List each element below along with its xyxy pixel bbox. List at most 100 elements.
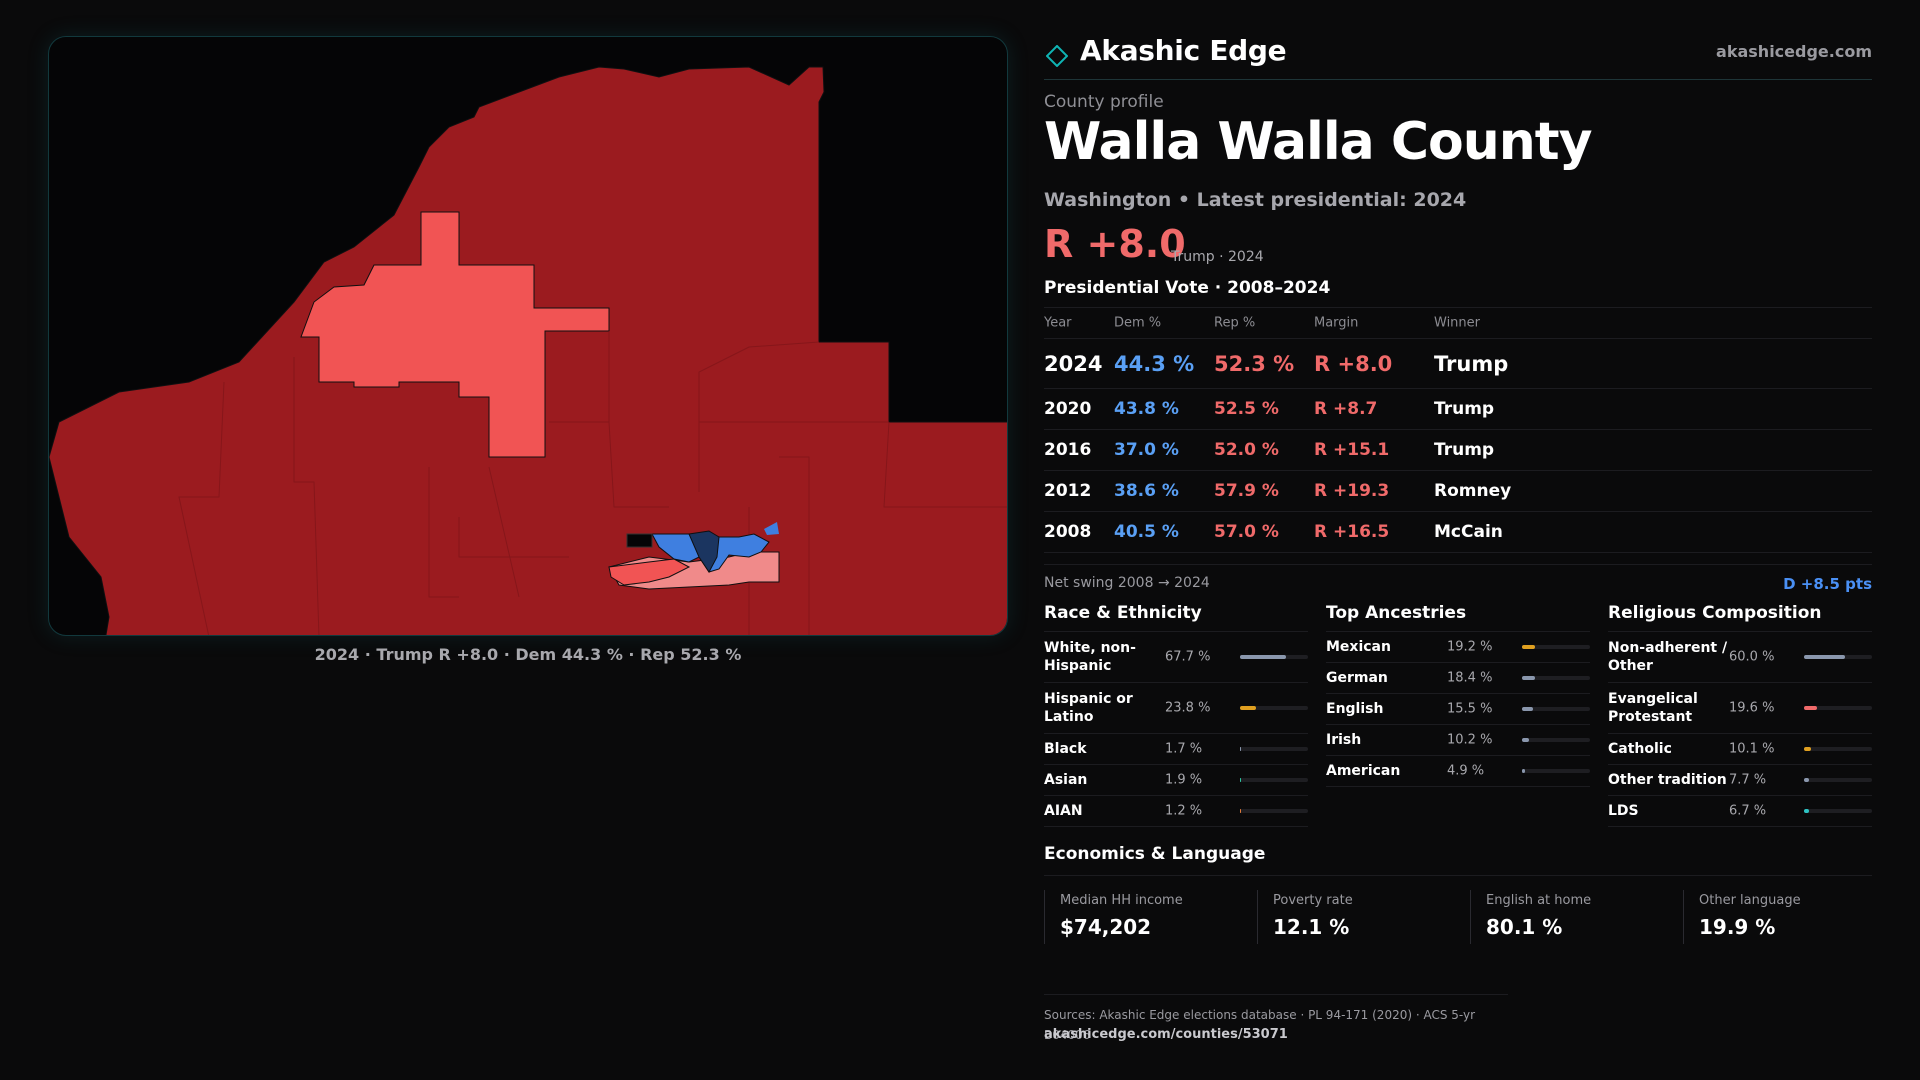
econ-stat-card: Poverty rate 12.1 %: [1257, 890, 1470, 944]
cell-rep: 57.9 %: [1214, 481, 1279, 501]
stat-row: English 15.5 %: [1326, 694, 1590, 725]
ancestry-section-title: Top Ancestries: [1326, 602, 1590, 632]
stat-bar-track: [1804, 655, 1872, 659]
stat-bar: [1240, 778, 1242, 782]
page-title: Walla Walla County: [1044, 112, 1593, 172]
stat-label: German: [1326, 670, 1388, 686]
stat-label: Mexican: [1326, 639, 1391, 655]
stat-label: Other tradition: [1608, 772, 1727, 788]
stat-row: Catholic 10.1 %: [1608, 734, 1872, 765]
precinct-dark-dem[interactable]: [688, 530, 720, 573]
stat-value: 19.2 %: [1447, 639, 1493, 655]
cell-dem: 38.6 %: [1114, 481, 1179, 501]
stat-value: 4.9 %: [1447, 763, 1485, 779]
stat-label: American: [1326, 763, 1401, 779]
stat-label: LDS: [1608, 803, 1639, 819]
cell-margin: R +19.3: [1314, 481, 1390, 501]
map-caption: 2024 · Trump R +8.0 · Dem 44.3 % · Rep 5…: [314, 645, 742, 664]
precinct-lean-rep[interactable]: [300, 211, 610, 458]
stat-value: 23.8 %: [1165, 700, 1211, 716]
cell-dem: 44.3 %: [1114, 351, 1195, 376]
stat-bar: [1240, 747, 1242, 751]
stat-value: 1.7 %: [1165, 741, 1203, 757]
precinct-lean-rep-small[interactable]: [608, 558, 691, 586]
econ-value: 12.1 %: [1273, 915, 1350, 939]
stat-bar: [1240, 706, 1257, 710]
county-profile-panel: Akashic Edge akashicedge.com County prof…: [1044, 0, 1872, 1080]
cell-year: 2012: [1044, 481, 1092, 501]
page-subtitle: Washington • Latest presidential: 2024: [1044, 189, 1467, 211]
stat-bar: [1522, 769, 1526, 773]
stat-value: 6.7 %: [1729, 803, 1767, 819]
cell-rep: 52.5 %: [1214, 399, 1279, 419]
stat-label: Non-adherent / Other: [1608, 640, 1728, 674]
stat-bar-track: [1522, 769, 1590, 773]
stat-label: Irish: [1326, 732, 1362, 748]
table-row: 2008 40.5 % 57.0 % R +16.5 McCain: [1044, 512, 1872, 553]
econ-stat-card: Median HH income $74,202: [1044, 890, 1257, 944]
county-map-panel[interactable]: [48, 36, 1008, 636]
cell-year: 2020: [1044, 399, 1092, 419]
cell-dem: 37.0 %: [1114, 440, 1179, 460]
table-row: 2020 43.8 % 52.5 % R +8.7 Trump: [1044, 389, 1872, 430]
stat-row: Black 1.7 %: [1044, 734, 1308, 765]
diamond-logo-icon: [1046, 45, 1068, 67]
brand-url-link[interactable]: akashicedge.com: [1716, 42, 1872, 61]
stat-bar-track: [1804, 706, 1872, 710]
stat-bar-track: [1240, 809, 1308, 813]
header-margin: Margin: [1314, 315, 1359, 331]
stat-bar: [1804, 778, 1810, 782]
brand-header: Akashic Edge akashicedge.com: [1044, 30, 1872, 80]
econ-value: $74,202: [1060, 915, 1152, 939]
table-row: 2012 38.6 % 57.9 % R +19.3 Romney: [1044, 471, 1872, 512]
cell-rep: 57.0 %: [1214, 522, 1279, 542]
stat-value: 10.2 %: [1447, 732, 1493, 748]
cell-winner: Romney: [1434, 481, 1512, 501]
stat-label: Catholic: [1608, 741, 1672, 757]
stat-bar: [1240, 809, 1242, 813]
stat-row: Other tradition 7.7 %: [1608, 765, 1872, 796]
stat-bar: [1522, 707, 1533, 711]
stat-label: Evangelical Protestant: [1608, 691, 1698, 725]
header-year: Year: [1044, 315, 1072, 331]
precinct-dem-outlier[interactable]: [764, 522, 779, 535]
econ-label: Other language: [1699, 893, 1801, 908]
county-url-link[interactable]: akashicedge.com/counties/53071: [1044, 1027, 1288, 1042]
header-winner: Winner: [1434, 315, 1481, 331]
econ-section-title: Economics & Language: [1044, 844, 1872, 876]
net-swing-value: D +8.5 pts: [1783, 575, 1872, 593]
ancestries-section: Top Ancestries Mexican 19.2 % German 18.…: [1326, 602, 1590, 787]
net-swing-row: Net swing 2008 → 2024 D +8.5 pts: [1044, 564, 1872, 600]
stat-bar: [1804, 809, 1809, 813]
header-rep: Rep %: [1214, 315, 1256, 331]
stat-row: American 4.9 %: [1326, 756, 1590, 787]
religion-section-title: Religious Composition: [1608, 602, 1872, 632]
stat-label: AIAN: [1044, 803, 1083, 819]
stat-bar: [1804, 706, 1818, 710]
econ-stat-card: English at home 80.1 %: [1470, 890, 1683, 944]
brand-name: Akashic Edge: [1080, 34, 1287, 67]
stat-bar: [1240, 655, 1287, 659]
stat-bar: [1804, 655, 1845, 659]
cell-dem: 40.5 %: [1114, 522, 1179, 542]
stat-row: Mexican 19.2 %: [1326, 632, 1590, 663]
stat-bar-track: [1804, 778, 1872, 782]
precinct-no-data: [626, 533, 653, 548]
econ-label: Poverty rate: [1273, 893, 1353, 908]
stat-label: English: [1326, 701, 1384, 717]
econ-stat-card: Other language 19.9 %: [1683, 890, 1896, 944]
cell-margin: R +8.0: [1314, 351, 1393, 376]
stat-bar: [1804, 747, 1811, 751]
stat-row: Hispanic or Latino 23.8 %: [1044, 683, 1308, 734]
stat-bar-track: [1240, 778, 1308, 782]
precinct-map[interactable]: [49, 37, 1008, 636]
stat-value: 1.9 %: [1165, 772, 1203, 788]
cell-winner: McCain: [1434, 522, 1503, 542]
page-kicker: County profile: [1044, 92, 1164, 112]
econ-value: 19.9 %: [1699, 915, 1776, 939]
cell-year: 2016: [1044, 440, 1092, 460]
stat-value: 7.7 %: [1729, 772, 1767, 788]
stat-bar-track: [1522, 707, 1590, 711]
stat-bar-track: [1522, 645, 1590, 649]
stat-value: 10.1 %: [1729, 741, 1775, 757]
